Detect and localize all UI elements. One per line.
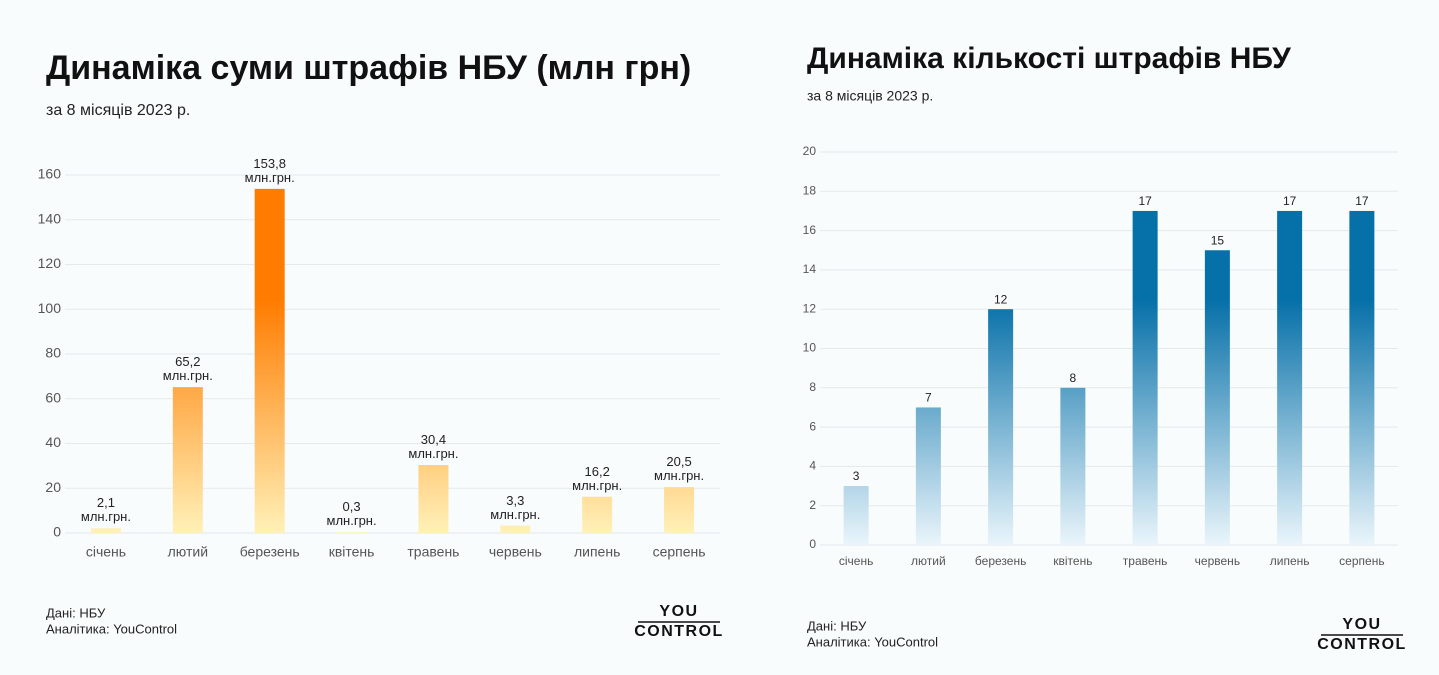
value-label: 153,8 млн.грн. <box>244 155 295 185</box>
chart-title: Динаміка кількості штрафів НБУ <box>807 42 1291 75</box>
y-tick-label: 80 <box>45 345 61 361</box>
x-tick-label: червень <box>1195 554 1240 568</box>
value-label: 30,4 млн.грн. <box>408 431 459 461</box>
credit: Аналітика: YouControl <box>46 621 177 636</box>
logo-bottom: CONTROL <box>634 623 724 640</box>
x-tick-label: березень <box>240 544 300 560</box>
value-label: 3 <box>853 469 860 483</box>
value-label: 17 <box>1283 194 1297 208</box>
bar <box>664 487 695 533</box>
x-tick-label: серпень <box>1339 554 1384 568</box>
chart-title: Динаміка суми штрафів НБУ (млн грн) <box>46 49 691 87</box>
bar <box>915 407 941 545</box>
y-tick-label: 0 <box>809 537 816 551</box>
bar <box>254 188 285 533</box>
chart-subtitle: за 8 місяців 2023 р. <box>807 88 933 104</box>
logo-top: YOU <box>659 603 698 620</box>
bar <box>418 464 449 533</box>
source: Дані: НБУ <box>46 605 106 620</box>
credit: Аналітика: YouControl <box>807 634 938 649</box>
y-tick-label: 8 <box>809 380 816 394</box>
bar <box>843 486 869 545</box>
x-tick-label: квітень <box>1053 554 1092 568</box>
y-tick-label: 140 <box>38 210 62 226</box>
x-tick-label: березень <box>975 554 1026 568</box>
value-label: 0,3 млн.грн. <box>326 499 377 529</box>
bar <box>988 309 1014 545</box>
bar <box>500 525 531 533</box>
y-tick-label: 18 <box>803 183 817 197</box>
bar <box>1349 210 1375 545</box>
y-tick-label: 0 <box>53 524 61 540</box>
bar <box>1277 210 1303 545</box>
y-tick-label: 16 <box>803 223 817 237</box>
y-tick-label: 12 <box>803 301 817 315</box>
value-label: 3,3 млн.грн. <box>490 492 541 522</box>
bar <box>336 532 367 533</box>
y-tick-label: 6 <box>809 419 816 433</box>
value-label: 65,2 млн.грн. <box>162 354 213 384</box>
bar <box>172 387 203 533</box>
logo-bottom: CONTROL <box>1317 636 1407 653</box>
x-tick-label: липень <box>1270 554 1310 568</box>
x-tick-label: січень <box>86 544 126 560</box>
bar <box>90 528 121 533</box>
x-tick-label: серпень <box>653 544 706 560</box>
y-tick-label: 40 <box>45 434 61 450</box>
y-tick-label: 2 <box>809 498 816 512</box>
value-label: 8 <box>1070 371 1077 385</box>
bar <box>1132 210 1158 545</box>
bar <box>1060 387 1086 545</box>
value-label: 7 <box>925 391 932 405</box>
x-tick-label: лютий <box>168 544 208 560</box>
y-tick-label: 120 <box>38 255 62 271</box>
value-label: 15 <box>1211 233 1225 247</box>
y-tick-label: 160 <box>38 166 62 182</box>
value-label: 16,2 млн.грн. <box>572 463 623 493</box>
x-tick-label: лютий <box>911 554 946 568</box>
x-tick-label: квітень <box>329 544 375 560</box>
y-tick-label: 4 <box>809 459 816 473</box>
value-label: 2,1 млн.грн. <box>80 495 131 525</box>
logo-top: YOU <box>1342 616 1381 633</box>
chart-subtitle: за 8 місяців 2023 р. <box>46 102 190 119</box>
bar <box>582 496 613 533</box>
value-label: 17 <box>1138 194 1152 208</box>
y-tick-label: 20 <box>803 144 817 158</box>
x-tick-label: липень <box>574 544 620 560</box>
value-label: 17 <box>1355 194 1369 208</box>
x-tick-label: червень <box>489 544 542 560</box>
y-tick-label: 14 <box>803 262 817 276</box>
y-tick-label: 100 <box>38 300 62 316</box>
value-label: 12 <box>994 292 1008 306</box>
x-tick-label: січень <box>839 554 873 568</box>
bar <box>1204 250 1230 545</box>
y-tick-label: 20 <box>45 479 61 495</box>
x-tick-label: травень <box>1123 554 1168 568</box>
value-label: 20,5 млн.грн. <box>654 454 705 484</box>
source: Дані: НБУ <box>807 618 867 633</box>
x-tick-label: травень <box>407 544 459 560</box>
y-tick-label: 60 <box>45 389 61 405</box>
y-tick-label: 10 <box>803 341 817 355</box>
